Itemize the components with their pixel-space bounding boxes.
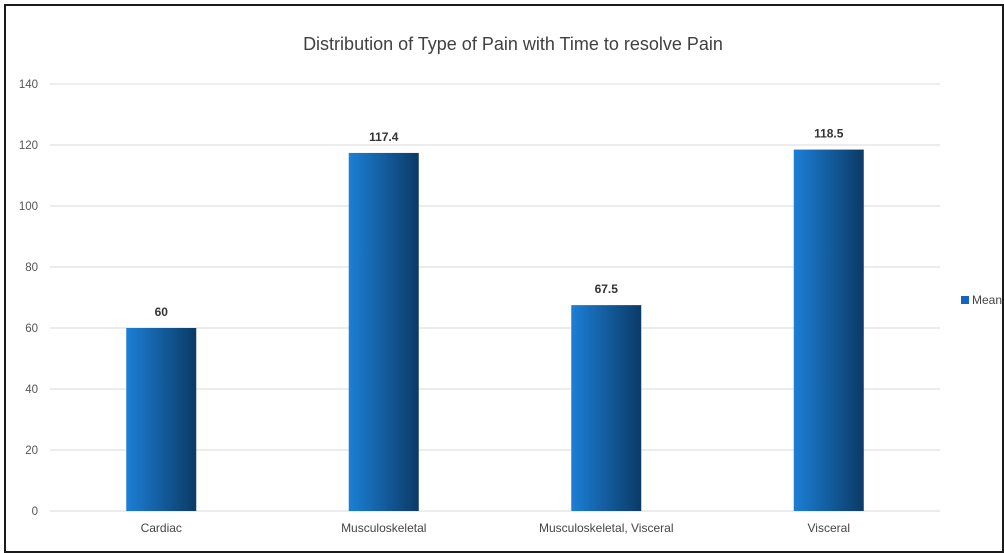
- x-axis-categories: Cardiac Musculoskeletal Musculoskeletal, V…: [141, 521, 850, 535]
- y-tick-label: 40: [25, 384, 38, 396]
- bar: [126, 328, 197, 511]
- bar: [793, 149, 864, 511]
- data-labels: 60 117.4 67.5 118.5: [155, 127, 844, 319]
- y-tick-label: 140: [19, 79, 38, 91]
- chart-title: Distribution of Type of Pain with Time t…: [303, 34, 723, 54]
- y-tick-label: 20: [25, 445, 38, 457]
- x-category-label: Musculoskeletal: [341, 521, 426, 535]
- data-label: 60: [155, 305, 169, 319]
- y-tick-label: 60: [25, 323, 38, 335]
- legend-swatch-mean: [961, 296, 969, 304]
- legend: Mean: [961, 293, 1002, 307]
- y-axis-ticks: 0 20 40 60 80 100 120 140: [19, 79, 38, 518]
- gridlines: [50, 83, 940, 512]
- legend-label-mean: Mean: [972, 293, 1002, 307]
- data-label: 67.5: [595, 282, 619, 296]
- data-label: 117.4: [369, 130, 399, 144]
- x-category-label: Visceral: [808, 521, 850, 535]
- y-tick-label: 0: [32, 506, 38, 518]
- x-category-label: Musculoskeletal, Visceral: [539, 521, 674, 535]
- y-tick-label: 100: [19, 201, 38, 213]
- data-label: 118.5: [814, 127, 844, 141]
- bar: [348, 152, 419, 511]
- y-tick-label: 80: [25, 262, 38, 274]
- bar: [571, 305, 642, 511]
- x-category-label: Cardiac: [141, 521, 182, 535]
- y-tick-label: 120: [19, 140, 38, 152]
- bars: [126, 149, 864, 511]
